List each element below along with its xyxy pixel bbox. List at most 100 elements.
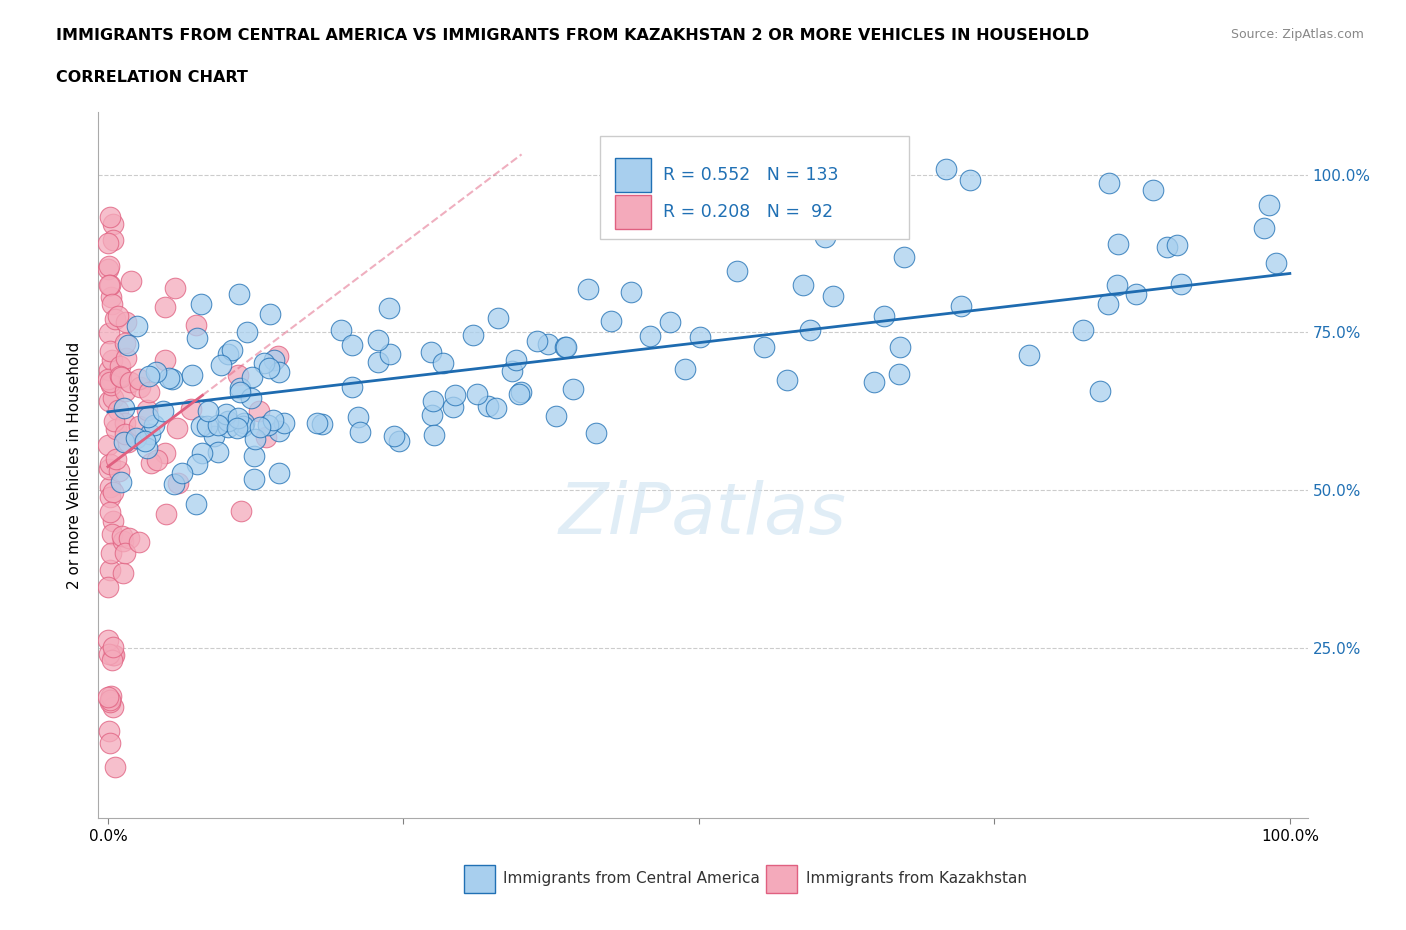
Point [554,339,576,354]
Point [862,375,884,390]
Point [97,724,120,738]
Point [253,355,276,370]
Point [423,427,446,442]
Point [112,534,135,549]
Point [98,277,121,292]
Point [100,297,122,312]
Point [486,311,509,325]
Point [585,426,607,441]
Point [103,413,125,428]
Point [103,647,125,662]
Text: Immigrants from Central America: Immigrants from Central America [503,871,761,886]
Point [101,352,124,367]
Point [242,472,264,486]
Point [207,445,229,459]
Point [232,416,254,431]
Point [160,371,183,386]
Text: CORRELATION CHART: CORRELATION CHART [56,70,247,85]
Point [1125,287,1147,302]
Point [108,368,131,383]
Point [638,328,661,343]
Point [267,349,290,364]
Point [305,416,328,431]
Point [97,580,120,595]
Point [226,368,249,383]
Point [98,277,121,292]
Point [98,393,121,408]
Point [111,565,134,580]
Point [477,399,499,414]
Point [103,485,125,499]
Point [138,384,160,399]
Point [537,337,560,352]
Point [97,461,120,476]
Point [155,507,177,522]
Point [236,325,259,339]
Point [167,475,190,490]
Point [128,535,150,550]
Point [101,526,124,541]
Point [142,418,165,432]
Point [420,407,443,422]
Point [101,513,124,528]
Point [98,363,121,378]
Point [162,477,184,492]
Point [97,236,120,251]
Point [600,313,623,328]
Point [190,297,212,312]
Point [129,379,152,394]
Text: ZiPatlas: ZiPatlas [560,480,846,549]
Point [467,386,489,401]
Point [101,372,124,387]
Point [776,372,799,387]
Point [217,346,239,361]
Point [221,343,243,358]
Point [145,365,167,379]
Point [340,379,363,394]
Point [229,380,252,395]
Point [267,365,290,379]
Point [240,369,263,384]
Point [269,424,291,439]
Point [136,441,159,456]
Point [799,323,821,338]
Point [367,354,389,369]
Point [146,452,169,467]
Point [141,456,163,471]
Point [228,286,250,301]
Point [112,434,135,449]
Text: R = 0.552   N = 133: R = 0.552 N = 133 [664,166,838,184]
Point [114,314,136,329]
Point [103,699,125,714]
Point [1166,237,1188,252]
Point [98,646,121,661]
Text: Source: ZipAtlas.com: Source: ZipAtlas.com [1230,28,1364,41]
Point [134,434,156,449]
Point [100,546,122,561]
Point [101,653,124,668]
Point [727,264,749,279]
Point [98,505,121,520]
Point [117,434,139,449]
Point [949,299,972,313]
Point [103,217,125,232]
Point [98,456,121,471]
Point [243,432,266,446]
Point [263,352,285,367]
Point [1098,176,1121,191]
Point [100,688,122,703]
Point [118,530,141,545]
Point [1107,278,1129,293]
Point [180,402,202,417]
Point [821,288,844,303]
Point [422,394,444,409]
Point [378,346,401,361]
Point [1170,277,1192,292]
Point [1097,297,1119,312]
Point [197,404,219,418]
Point [98,563,121,578]
Point [100,289,122,304]
Point [262,413,284,428]
Point [165,281,187,296]
Point [181,368,204,383]
